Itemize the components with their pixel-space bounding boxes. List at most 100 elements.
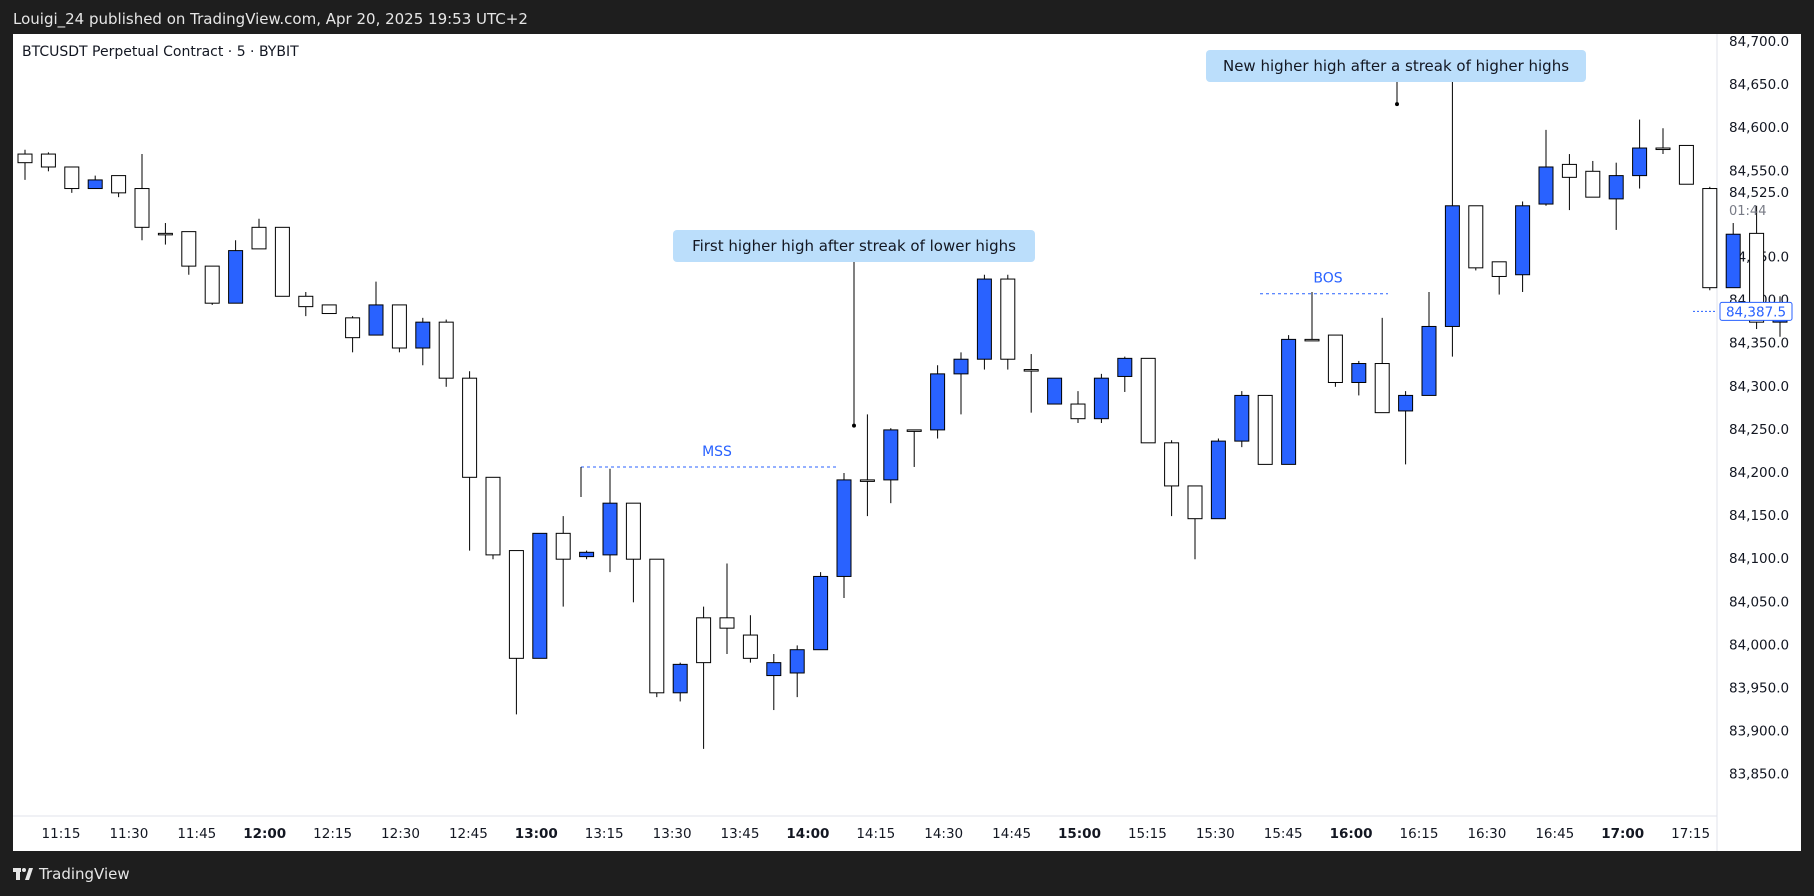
candle-body[interactable] — [555, 532, 571, 560]
candle-body[interactable] — [438, 321, 454, 379]
y-tick-label: 84,250.0 — [1729, 422, 1789, 438]
candle-body[interactable] — [1304, 338, 1320, 342]
candle-body[interactable] — [368, 304, 384, 336]
candle-body[interactable] — [1093, 377, 1109, 420]
y-tick-label: 84,650.0 — [1729, 77, 1789, 93]
candle-body[interactable] — [532, 532, 548, 659]
candle-body[interactable] — [1655, 147, 1671, 151]
candle-body[interactable] — [883, 429, 899, 481]
candle-body[interactable] — [1023, 369, 1039, 372]
candle-body[interactable] — [1444, 205, 1460, 327]
x-tick-label: 12:45 — [449, 826, 488, 842]
candle-body[interactable] — [321, 304, 337, 315]
candle-body[interactable] — [391, 304, 407, 349]
candle-body[interactable] — [859, 479, 875, 482]
callout-2-box[interactable] — [1206, 50, 1586, 82]
candle-body[interactable] — [1351, 363, 1367, 383]
candle-body[interactable] — [1702, 188, 1718, 289]
price-axis[interactable] — [1717, 34, 1801, 851]
candle-body[interactable] — [345, 317, 361, 339]
candle-body[interactable] — [1608, 175, 1624, 200]
candle-body[interactable] — [696, 617, 712, 664]
candle-body[interactable] — [789, 649, 805, 674]
x-tick-label: 17:00 — [1601, 826, 1644, 842]
candle-body[interactable] — [649, 558, 665, 694]
x-tick-label: 14:00 — [786, 826, 829, 842]
candle-body[interactable] — [1585, 170, 1601, 198]
x-tick-label: 14:15 — [856, 826, 895, 842]
candle-body[interactable] — [602, 502, 618, 556]
candle-body[interactable] — [953, 358, 969, 375]
candle-body[interactable] — [1047, 377, 1063, 405]
callout-1-box[interactable] — [673, 230, 1035, 262]
candle-body[interactable] — [1164, 442, 1180, 487]
y-tick-label: 84,700.0 — [1729, 34, 1789, 50]
y-tick-label: 84,550.0 — [1729, 163, 1789, 179]
candle-body[interactable] — [274, 226, 290, 297]
candle-body[interactable] — [1140, 357, 1156, 444]
candle-body[interactable] — [1327, 334, 1343, 383]
last-price-label: 84,387.5 — [1726, 304, 1786, 320]
candle-body[interactable] — [181, 231, 197, 267]
candle-body[interactable] — [625, 502, 641, 560]
y-tick-label: 84,100.0 — [1729, 551, 1789, 567]
chart-panel[interactable]: 84,700.0 84,650.0 84,600.0 84,550.0 84,525.0… — [13, 34, 1801, 851]
candle-body[interactable] — [1749, 232, 1765, 323]
candle-body[interactable] — [251, 226, 267, 250]
candle-body[interactable] — [1491, 261, 1507, 277]
callout-2-text: New higher high after a streak of higher… — [1223, 57, 1569, 75]
candle-body[interactable] — [1398, 394, 1414, 412]
x-tick-label: 12:15 — [313, 826, 352, 842]
candle-body[interactable] — [813, 575, 829, 651]
candle-body[interactable] — [742, 634, 758, 659]
x-tick-label: 13:15 — [585, 826, 624, 842]
candle-body[interactable] — [298, 295, 314, 308]
candle-body[interactable] — [1374, 363, 1390, 414]
candle-body[interactable] — [1070, 403, 1086, 420]
candle-body[interactable] — [1632, 147, 1648, 177]
x-tick-label: 16:15 — [1400, 826, 1439, 842]
candle-body[interactable] — [64, 166, 80, 190]
y-tick-label: 83,850.0 — [1729, 767, 1789, 783]
candle-body[interactable] — [17, 153, 33, 164]
candle-body[interactable] — [1561, 163, 1577, 178]
candle-body[interactable] — [1117, 357, 1133, 377]
candle-body[interactable] — [976, 278, 992, 360]
candle-body[interactable] — [1234, 394, 1250, 442]
candle-body[interactable] — [1281, 338, 1297, 465]
brand-bar: TradingView — [0, 851, 1814, 896]
candle-body[interactable] — [415, 321, 431, 349]
candle-body[interactable] — [906, 429, 922, 432]
candlestick-chart[interactable]: 84,700.0 84,650.0 84,600.0 84,550.0 84,525.0… — [13, 34, 1801, 851]
candle-body[interactable] — [1257, 394, 1273, 465]
candle-body[interactable] — [87, 179, 103, 190]
candle-body[interactable] — [228, 250, 244, 304]
candle-body[interactable] — [508, 550, 524, 659]
candle-body[interactable] — [1187, 485, 1203, 520]
publisher-bar: Louigi_24 published on TradingView.com, … — [0, 0, 1814, 34]
candle-body[interactable] — [672, 663, 688, 694]
candle-body[interactable] — [579, 551, 595, 558]
candle-body[interactable] — [1725, 233, 1741, 289]
candle-body[interactable] — [462, 377, 478, 478]
x-tick-label: 11:45 — [177, 826, 216, 842]
candle-body[interactable] — [485, 476, 501, 556]
candle-body[interactable] — [134, 188, 150, 228]
candle-body[interactable] — [930, 373, 946, 431]
candle-body[interactable] — [1000, 278, 1016, 360]
candle-body[interactable] — [836, 479, 852, 577]
candle-body[interactable] — [1210, 440, 1226, 520]
candle-body[interactable] — [1678, 144, 1694, 185]
candle-body[interactable] — [40, 153, 56, 168]
y-tick-label: 84,600.0 — [1729, 120, 1789, 136]
candle-body[interactable] — [157, 232, 173, 236]
bos-label: BOS — [1313, 271, 1342, 287]
candle-body[interactable] — [719, 617, 735, 629]
candle-body[interactable] — [766, 662, 782, 677]
candle-body[interactable] — [1538, 166, 1554, 205]
candle-body[interactable] — [1515, 205, 1531, 276]
candle-body[interactable] — [111, 175, 127, 194]
candle-body[interactable] — [1421, 325, 1437, 396]
candle-body[interactable] — [204, 265, 220, 304]
candle-body[interactable] — [1468, 205, 1484, 269]
